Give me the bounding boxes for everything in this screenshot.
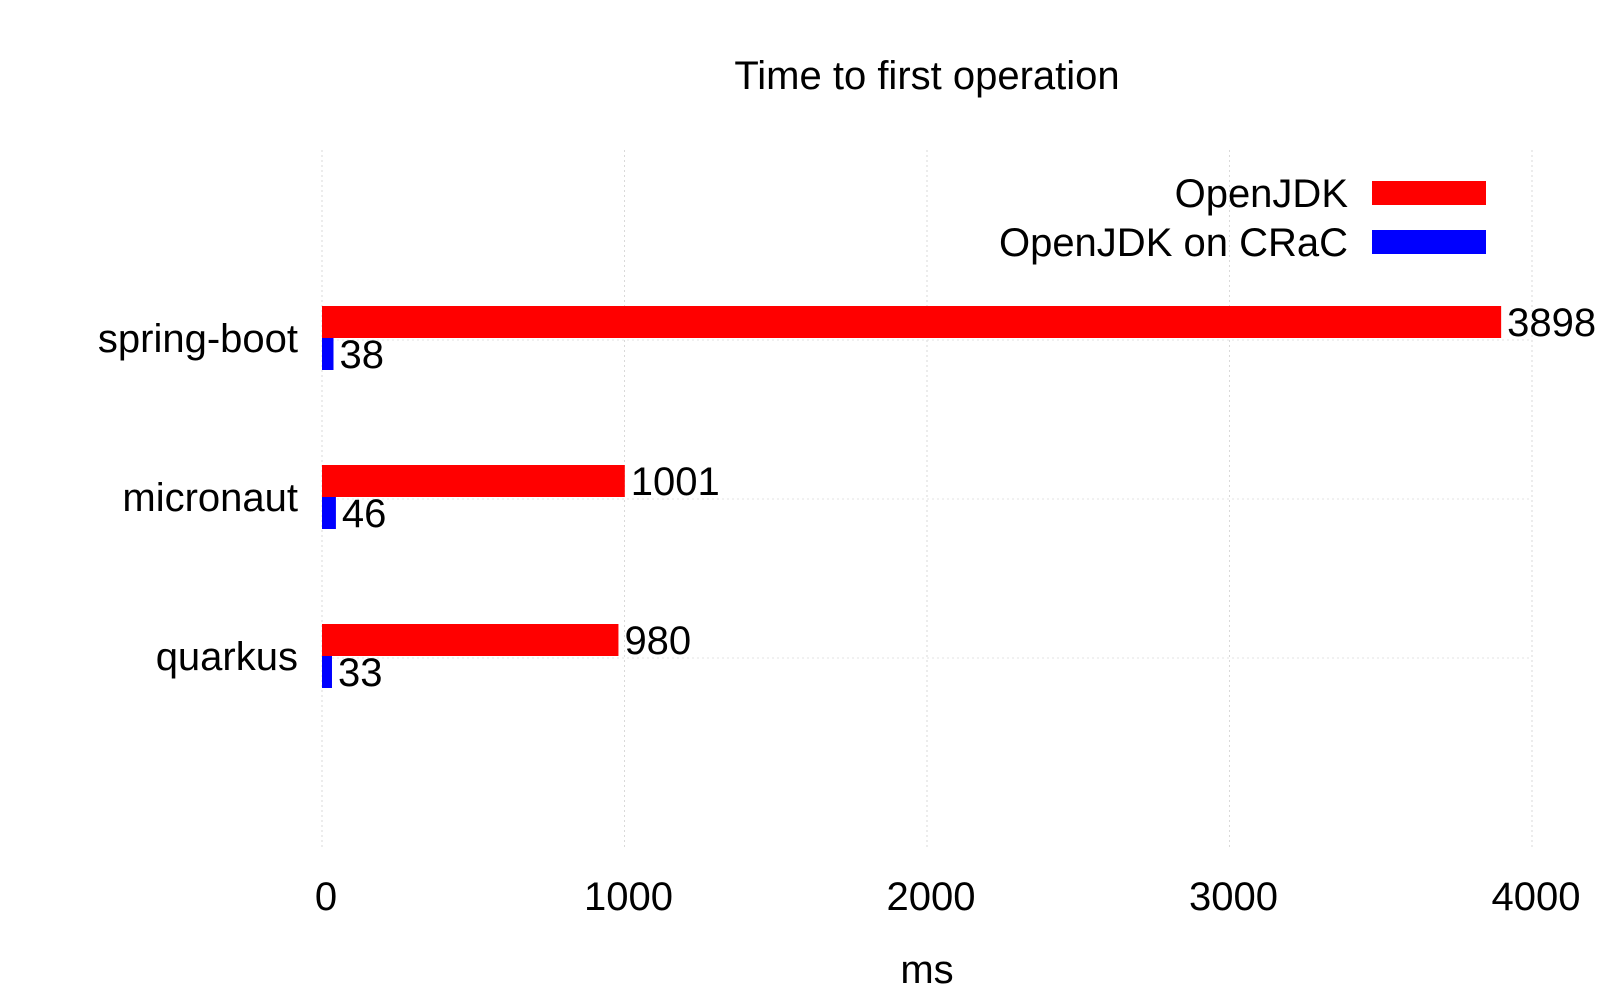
y-category-label: micronaut [122, 476, 298, 520]
bar-quarkus-openjdk [322, 624, 619, 656]
bar-spring-boot-openjdk [322, 306, 1502, 338]
x-tick-label: 2000 [887, 875, 976, 919]
bar-micronaut-openjdk [322, 465, 625, 497]
chart-title: Time to first operation [734, 54, 1119, 98]
bar-spring-boot-crac [322, 338, 334, 370]
data-label: 38 [339, 333, 384, 377]
bars: 3898 38 1001 46 980 33 [322, 301, 1596, 695]
x-tick-label: 0 [315, 875, 337, 919]
y-axis-category-labels: spring-boot micronaut quarkus [98, 317, 298, 679]
legend-label: OpenJDK on CRaC [999, 221, 1348, 265]
x-axis-tick-labels: 0 1000 2000 3000 4000 [315, 875, 1581, 919]
legend-swatch [1372, 181, 1486, 205]
data-label: 1001 [631, 460, 720, 504]
data-label: 3898 [1507, 301, 1596, 345]
x-tick-label: 4000 [1492, 875, 1581, 919]
bar-micronaut-crac [322, 497, 336, 529]
data-label: 33 [338, 651, 383, 695]
y-category-label: quarkus [156, 635, 298, 679]
x-tick-label: 1000 [584, 875, 673, 919]
legend-swatch [1372, 230, 1486, 254]
data-label: 980 [624, 619, 691, 663]
legend: OpenJDK OpenJDK on CRaC [999, 172, 1486, 265]
x-axis-label: ms [900, 948, 953, 992]
x-tick-label: 3000 [1189, 875, 1278, 919]
bar-quarkus-crac [322, 656, 332, 688]
data-label: 46 [342, 492, 387, 536]
legend-label: OpenJDK [1175, 172, 1349, 216]
y-category-label: spring-boot [98, 317, 298, 361]
grid-lines [321, 150, 1533, 848]
